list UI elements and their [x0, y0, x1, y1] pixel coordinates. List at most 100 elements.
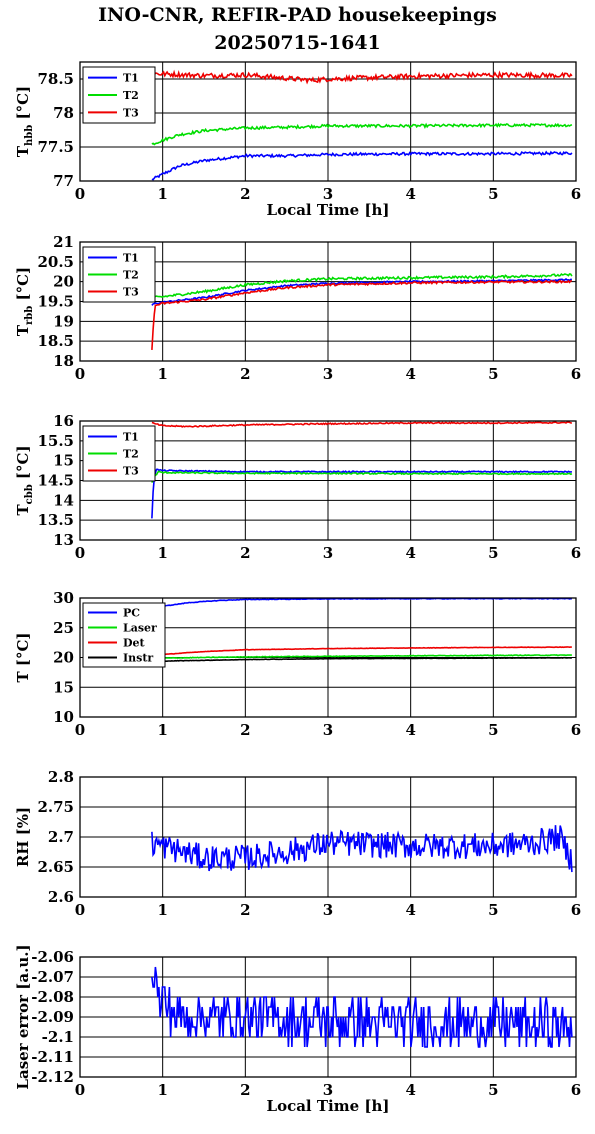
- x-tick-label: 3: [323, 544, 333, 562]
- x-tick-label: 5: [488, 544, 498, 562]
- y-tick-label: -2.08: [31, 988, 74, 1006]
- x-tick-label: 6: [571, 1081, 581, 1099]
- y-tick-label: 15.5: [37, 432, 74, 450]
- x-tick-label: 5: [488, 365, 498, 383]
- x-tick-label: 1: [157, 185, 167, 203]
- series-line-instr: [151, 656, 572, 663]
- y-tick-label: 18.5: [37, 332, 74, 350]
- x-tick-label: 5: [488, 1081, 498, 1099]
- x-tick-label: 4: [405, 721, 415, 739]
- x-tick-label: 3: [323, 721, 333, 739]
- chart-title-line2: 20250715-1641: [214, 32, 381, 54]
- y-tick-label: -2.09: [31, 1008, 74, 1026]
- series-line-t1: [151, 468, 572, 519]
- legend-label: T3: [123, 465, 139, 478]
- y-tick-label: 20.5: [37, 253, 74, 271]
- x-tick-label: 2: [240, 1081, 250, 1099]
- series-line-rh: [151, 825, 573, 873]
- y-tick-label: 77: [53, 172, 74, 190]
- chart-title-line1: INO-CNR, REFIR-PAD housekeepings: [98, 4, 497, 26]
- y-tick-label: 2.7: [48, 828, 74, 846]
- x-tick-label: 1: [157, 721, 167, 739]
- legend: T1 T2 T3: [82, 66, 156, 124]
- series-line-t2: [151, 273, 573, 301]
- legend-label: T2: [123, 448, 139, 461]
- y-tick-label: 13.5: [37, 511, 74, 529]
- y-tick-label: 14: [53, 491, 74, 509]
- y-tick-label: 20: [53, 273, 74, 291]
- legend-label: T1: [123, 431, 139, 444]
- x-tick-label: 0: [75, 901, 85, 919]
- x-tick-label: 5: [488, 721, 498, 739]
- y-tick-label: 13: [53, 531, 74, 549]
- y-axis-label: Tcbb [°C]: [14, 445, 35, 515]
- y-tick-label: 20: [53, 649, 74, 667]
- y-tick-label: -2.12: [31, 1068, 74, 1086]
- y-tick-label: 21: [53, 233, 74, 251]
- legend-label: T2: [123, 269, 139, 282]
- y-tick-label: 78: [53, 104, 74, 122]
- x-tick-label: 3: [323, 365, 333, 383]
- series-line-t3: [151, 279, 573, 350]
- y-tick-label: 18: [53, 352, 74, 370]
- x-tick-label: 2: [240, 721, 250, 739]
- legend-label: Instr: [123, 652, 153, 665]
- x-tick-label: 6: [571, 365, 581, 383]
- y-tick-label: 77.5: [37, 138, 74, 156]
- series-line-t2: [151, 470, 573, 483]
- legend-label: T3: [123, 286, 139, 299]
- x-tick-label: 6: [571, 185, 581, 203]
- x-tick-label: 2: [240, 185, 250, 203]
- x-tick-label: 1: [157, 544, 167, 562]
- legend-label: PC: [123, 607, 140, 620]
- y-axis-label: Laser error [a.u.]: [14, 944, 32, 1089]
- x-tick-label: 2: [240, 365, 250, 383]
- x-tick-label: 0: [75, 365, 85, 383]
- y-tick-label: -2.1: [42, 1028, 74, 1046]
- x-tick-label: 6: [571, 721, 581, 739]
- panel-laser-error: 0 1 2 3 4 5 6 -2.12 -2.11 -2.1 -2.09 -2.08 -2.07 -2.0…: [14, 944, 581, 1115]
- y-axis-label: Thbb [°C]: [14, 86, 35, 157]
- y-tick-label: -2.07: [31, 968, 74, 986]
- x-tick-label: 1: [157, 1081, 167, 1099]
- x-tick-label: 0: [75, 185, 85, 203]
- legend-label: T1: [123, 72, 139, 85]
- legend-label: Det: [123, 637, 146, 650]
- x-tick-label: 6: [571, 901, 581, 919]
- y-tick-label: 19: [53, 312, 74, 330]
- y-tick-label: -2.06: [31, 948, 74, 966]
- x-tick-label: 4: [405, 544, 415, 562]
- y-tick-label: 25: [53, 619, 74, 637]
- x-tick-label: 3: [323, 901, 333, 919]
- x-tick-label: 4: [405, 901, 415, 919]
- series-line-laser-error: [151, 966, 573, 1048]
- y-tick-label: 15: [53, 678, 74, 696]
- plot-frame: [79, 956, 577, 1078]
- legend: T1 T2 T3: [82, 246, 156, 303]
- x-tick-label: 2: [240, 544, 250, 562]
- x-tick-label: 4: [405, 365, 415, 383]
- x-axis-label: Local Time [h]: [267, 201, 390, 219]
- x-tick-label: 0: [75, 1081, 85, 1099]
- x-tick-label: 3: [323, 185, 333, 203]
- y-tick-label: 15: [53, 452, 74, 470]
- x-tick-label: 0: [75, 721, 85, 739]
- x-tick-label: 6: [571, 544, 581, 562]
- y-tick-label: 2.75: [37, 798, 74, 816]
- y-tick-label: -2.11: [31, 1048, 74, 1066]
- legend-label: T1: [123, 252, 139, 265]
- legend: PC Laser Det Instr: [82, 602, 166, 668]
- y-axis-label: T [°C]: [14, 632, 32, 682]
- plot-frame: [79, 597, 577, 718]
- y-tick-label: 16: [53, 412, 74, 430]
- legend-label: T2: [123, 89, 139, 102]
- y-tick-label: 10: [53, 708, 74, 726]
- x-tick-label: 5: [488, 185, 498, 203]
- x-tick-label: 2: [240, 901, 250, 919]
- panel-tbb-hot: 0 1 2 3 4 5 6 77 77.5 78 78.5 T1 T2 T3 Local Time [h] T…: [14, 61, 581, 219]
- plot-frame: [79, 61, 577, 182]
- y-tick-label: 30: [53, 589, 74, 607]
